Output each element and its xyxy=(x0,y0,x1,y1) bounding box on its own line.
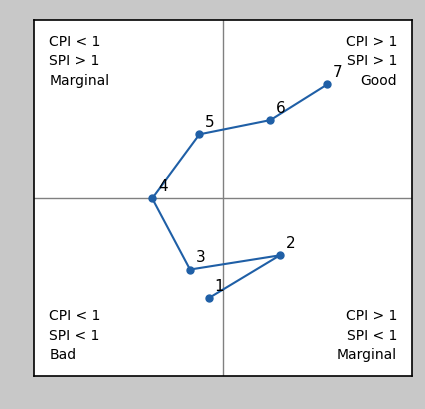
Text: CPI > 1
SPI > 1
Good: CPI > 1 SPI > 1 Good xyxy=(346,35,397,88)
Text: 3: 3 xyxy=(196,250,205,265)
Text: CPI > 1
SPI < 1
Marginal: CPI > 1 SPI < 1 Marginal xyxy=(337,309,397,362)
Text: 1: 1 xyxy=(215,279,224,294)
Text: CPI < 1
SPI > 1
Marginal: CPI < 1 SPI > 1 Marginal xyxy=(49,35,109,88)
Text: 7: 7 xyxy=(333,65,343,80)
Text: 4: 4 xyxy=(158,179,167,194)
Text: 5: 5 xyxy=(205,115,215,130)
Text: 2: 2 xyxy=(286,236,295,251)
Text: 6: 6 xyxy=(276,101,286,116)
Text: CPI < 1
SPI < 1
Bad: CPI < 1 SPI < 1 Bad xyxy=(49,309,100,362)
